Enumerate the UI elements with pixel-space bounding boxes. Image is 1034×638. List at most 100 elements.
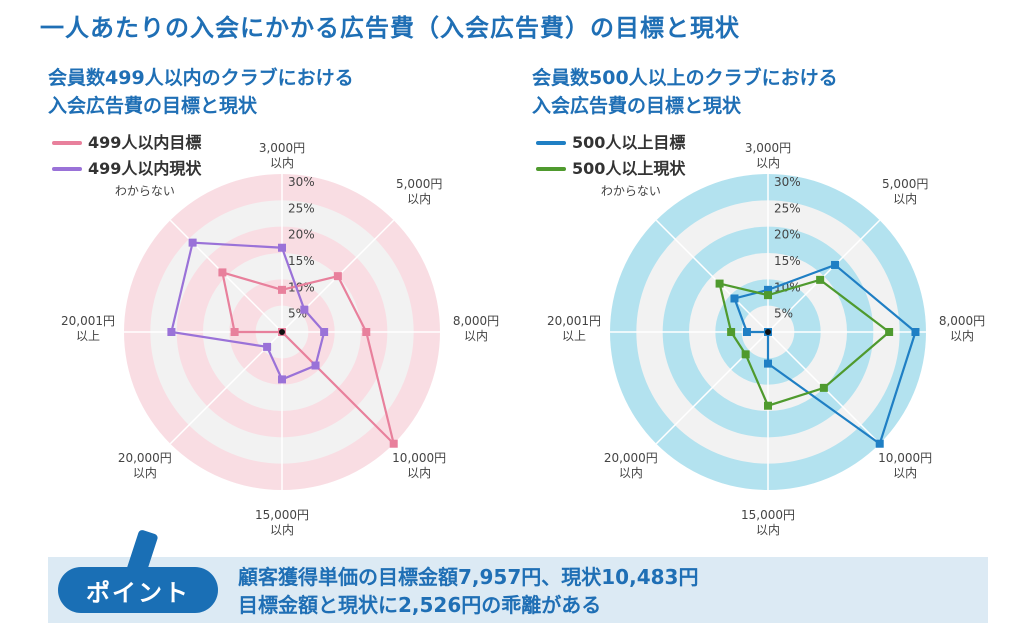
radar-category-label: 8,000円 [453,314,499,328]
radar-category-label: 20,001円 [61,314,115,328]
point-line-1: 顧客獲得単価の目標金額7,957円、現状10,483円 [238,565,699,589]
radar-category-label: 以内 [950,329,974,343]
radar-point [278,285,286,294]
radar-category-label: 5,000円 [882,177,928,191]
point-badge: ポイント [58,567,218,613]
legend-label: 500人以上現状 [572,159,686,178]
right-chart-title-line-1: 会員数500人以上のクラブにおける [532,67,838,89]
legend-swatch [52,167,82,171]
radar-category-label: わからない [115,184,175,198]
radar-center [279,329,285,335]
radar-point [742,328,751,336]
radar-point [300,305,309,314]
radar-tick-label: 15% [774,254,801,268]
right-chart-title: 会員数500人以上のクラブにおける 入会広告費の目標と現状 [532,64,838,120]
radar-category-label: 3,000円 [259,141,305,155]
legend-label: 499人以内目標 [88,133,202,152]
radar-point [764,291,772,300]
radar-point [311,361,320,370]
point-line-2: 目標金額と現状に2,526円の乖離がある [238,593,602,617]
radar-category-label: 20,000円 [604,451,658,465]
left-chart-title: 会員数499人以内のクラブにおける 入会広告費の目標と現状 [48,64,354,120]
radar-point [278,375,286,384]
radar-tick-label: 5% [774,307,793,321]
radar-category-label: 以内 [270,523,294,537]
radar-category-label: 以内 [756,156,780,170]
radar-category-label: 10,000円 [392,451,446,465]
page-title: 一人あたりの入会にかかる広告費（入会広告費）の目標と現状 [40,14,740,42]
radar-point [911,328,920,336]
radar-category-label: 20,000円 [118,451,172,465]
radar-center [765,329,771,335]
radar-tick-label: 30% [774,175,801,189]
radar-point [230,328,239,336]
radar-series-line [220,270,396,448]
legend-swatch [536,167,566,171]
radar-category-label: 以内 [893,192,917,206]
radar-point [320,328,329,336]
radar-category-label: 5,000円 [396,177,442,191]
legend-item: 500人以上目標 [536,130,685,156]
radar-tick-label: 15% [288,254,315,268]
radar-tick-label: 30% [288,175,315,189]
radar-tick-label: 25% [288,201,315,215]
radar-point [831,260,840,269]
radar-category-label: 以内 [407,192,431,206]
radar-point [764,285,772,294]
point-callout: ポイント 顧客獲得単価の目標金額7,957円、現状10,483円 目標金額と現状… [48,529,988,623]
radar-point [875,439,884,448]
radar-category-label: 以内 [893,466,917,480]
radar-category-label: 以内 [464,329,488,343]
radar-point [727,328,736,336]
legend-label: 500人以上目標 [572,133,686,152]
legend-item: 499人以内目標 [52,130,201,156]
radar-category-label: 以内 [133,466,157,480]
radar-point [819,383,828,392]
radar-point [218,268,227,277]
radar-point [741,350,750,359]
left-chart-title-line-2: 入会広告費の目標と現状 [48,95,258,117]
legend-swatch [536,141,566,145]
radar-point [188,238,197,247]
radar-category-label: 15,000円 [255,508,309,522]
radar-category-label: 以内 [756,523,780,537]
radar-category-label: 以上 [76,329,100,343]
right-chart-legend: 500人以上目標 500人以上現状 [536,130,685,182]
radar-category-label: 以内 [407,466,431,480]
radar-point [167,328,176,336]
radar-category-label: 以内 [270,156,294,170]
radar-point [263,342,272,351]
radar-point [333,272,342,281]
legend-label: 499人以内現状 [88,159,202,178]
radar-category-label: 10,000円 [878,451,932,465]
radar-point [816,275,825,284]
point-text: 顧客獲得単価の目標金額7,957円、現状10,483円 目標金額と現状に2,52… [238,563,698,619]
radar-category-label: 15,000円 [741,508,795,522]
right-chart-title-line-2: 入会広告費の目標と現状 [532,95,742,117]
radar-category-label: 20,001円 [547,314,601,328]
radar-point [715,279,724,288]
radar-point [885,328,894,336]
legend-item: 500人以上現状 [536,156,685,182]
radar-point [362,328,371,336]
radar-point [278,243,286,252]
legend-swatch [52,141,82,145]
radar-spoke [655,219,769,333]
left-chart-title-line-1: 会員数499人以内のクラブにおける [48,67,354,89]
radar-category-label: 以上 [562,329,586,343]
left-chart-legend: 499人以内目標 499人以内現状 [52,130,201,182]
radar-tick-label: 20% [288,228,315,242]
radar-tick-label: 20% [774,228,801,242]
radar-category-label: 8,000円 [939,314,985,328]
radar-category-label: わからない [601,184,661,198]
radar-tick-label: 25% [774,201,801,215]
radar-point [730,294,739,303]
radar-point [764,359,772,368]
radar-point [389,439,398,448]
radar-category-label: 以内 [619,466,643,480]
radar-point [764,401,772,410]
radar-category-label: 3,000円 [745,141,791,155]
legend-item: 499人以内現状 [52,156,201,182]
